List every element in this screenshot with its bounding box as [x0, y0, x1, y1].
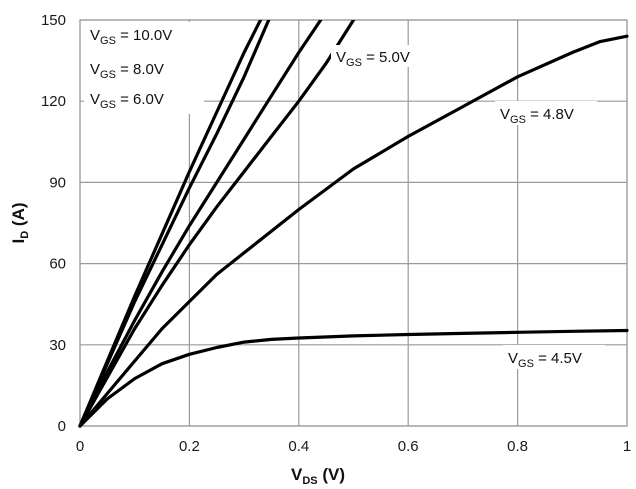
label-bg-4-8v	[495, 101, 597, 125]
y-tick-label-5: 150	[41, 12, 66, 29]
series-line-vgs-4-5v	[78, 328, 629, 428]
series-label-6v: VGS = 6.0V	[90, 91, 164, 111]
y-tick-label-1: 30	[49, 337, 66, 354]
series-label-8v: VGS = 8.0V	[90, 61, 164, 81]
series-line-vgs-5-0v	[78, 20, 356, 428]
series-line-vgs-8-0v	[78, 20, 271, 428]
x-tick-label-0: 0	[76, 438, 84, 455]
series-label-4-8v: VGS = 4.8V	[500, 106, 574, 126]
y-tick-label-0: 0	[58, 418, 66, 435]
y-tick-label-2: 60	[49, 256, 66, 273]
label-bg-5v	[331, 45, 431, 67]
series-layer	[78, 20, 629, 428]
x-axis-title: VDS (V)	[291, 465, 345, 487]
x-tick-label-2: 0.4	[288, 438, 309, 455]
x-tick-label-4: 0.8	[507, 438, 528, 455]
x-tick-label-1: 0.2	[179, 438, 200, 455]
series-line-vgs-6-0v	[78, 20, 323, 428]
series-line-vgs-4-8v	[78, 34, 629, 428]
series-label-4-5v: VGS = 4.5V	[508, 350, 582, 370]
legend-box-background	[84, 22, 204, 114]
x-tick-label-3: 0.6	[398, 438, 419, 455]
y-axis-title: ID (A)	[9, 202, 31, 243]
series-label-10v: VGS = 10.0V	[90, 27, 172, 47]
series-label-5v: VGS = 5.0V	[336, 49, 410, 69]
y-tick-label-4: 120	[41, 93, 66, 110]
y-tick-label-3: 90	[49, 174, 66, 191]
tick-labels: 0 0.2 0.4 0.6 0.8 1 0 30 60 90 120 150	[41, 12, 631, 455]
label-bg-4-5v	[503, 345, 605, 369]
x-tick-label-5: 1	[623, 438, 631, 455]
label-backgrounds	[84, 22, 605, 369]
